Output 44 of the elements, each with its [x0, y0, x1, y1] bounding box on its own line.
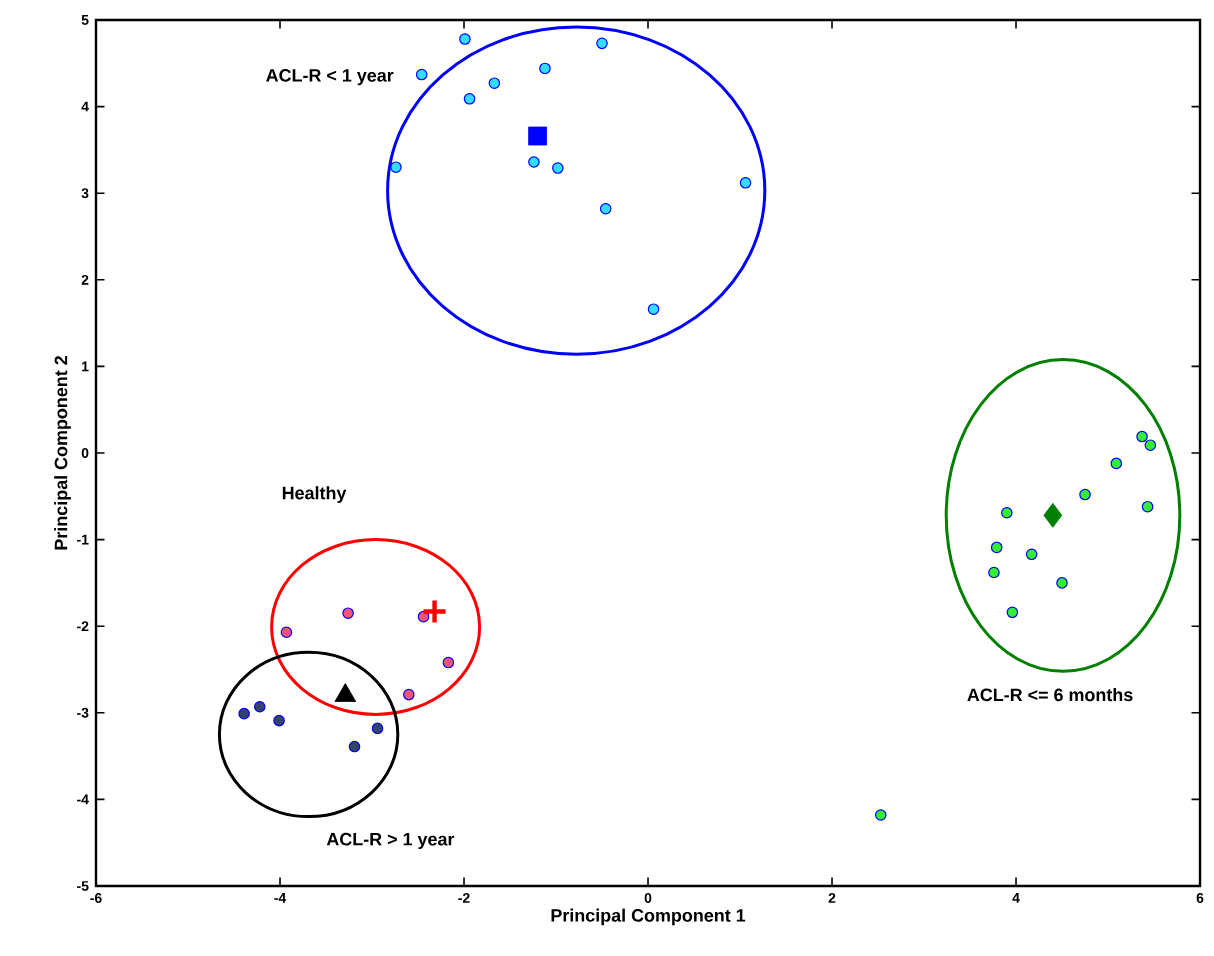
y-axis-title: Principal Component 2: [54, 356, 71, 550]
point: [1079, 488, 1091, 501]
point: [988, 566, 1000, 579]
point: [1056, 577, 1068, 589]
point: [1043, 502, 1063, 528]
point: [1136, 430, 1148, 443]
point: [417, 610, 430, 623]
point: [599, 202, 612, 215]
point: [596, 37, 608, 50]
point: [528, 126, 548, 146]
point: [390, 161, 402, 173]
x-axis-title: Principal Component 1: [551, 908, 746, 926]
point: [528, 156, 540, 168]
point: [1141, 500, 1154, 513]
point: [539, 62, 551, 75]
point: [647, 303, 660, 316]
annotation: ACL-R <= 6 months: [967, 688, 1133, 702]
point: [488, 77, 501, 89]
point: [1025, 548, 1038, 561]
annotation: ACL-R < 1 year: [266, 69, 394, 86]
annotation: ACL-R > 1 year: [326, 832, 455, 850]
point: [1144, 439, 1157, 451]
point: [238, 707, 250, 720]
point: [348, 740, 361, 753]
point: [280, 626, 293, 639]
point: [459, 33, 471, 45]
point: [421, 598, 448, 625]
point: [1110, 457, 1123, 470]
point: [1001, 506, 1013, 519]
annotation: Healthy: [282, 486, 347, 503]
point: [463, 92, 476, 105]
point: [990, 541, 1003, 554]
point: [874, 809, 887, 821]
point: [334, 683, 357, 702]
point: [442, 656, 455, 669]
point: [273, 714, 285, 727]
point: [415, 68, 428, 81]
point: [371, 722, 384, 735]
point: [403, 688, 415, 701]
point: [253, 700, 266, 713]
point: [552, 162, 564, 174]
point: [342, 607, 354, 619]
point: [1006, 606, 1019, 619]
point: [739, 176, 752, 189]
